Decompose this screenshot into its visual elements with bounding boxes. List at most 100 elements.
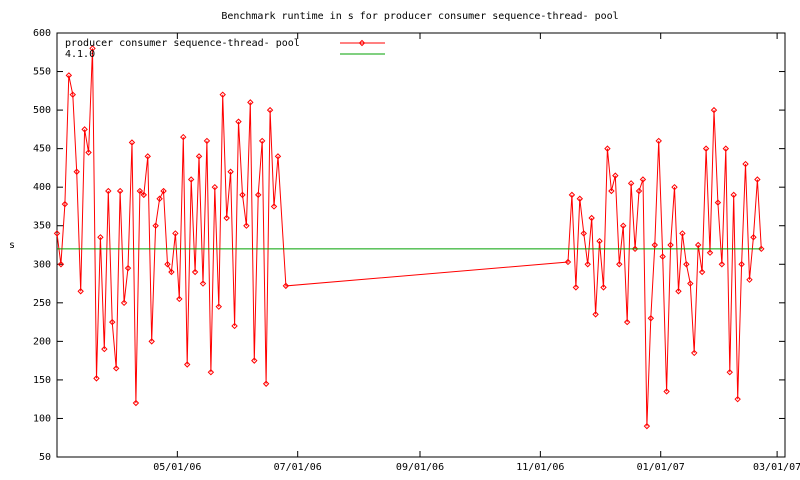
point bbox=[651, 241, 658, 249]
point bbox=[187, 176, 195, 183]
point bbox=[687, 280, 694, 287]
point bbox=[758, 245, 765, 253]
y-tick-label: 100 bbox=[33, 413, 51, 424]
legend-label: 4.1.0 bbox=[65, 49, 95, 60]
point bbox=[195, 153, 203, 160]
point bbox=[639, 176, 647, 183]
point bbox=[683, 261, 690, 268]
point bbox=[148, 338, 155, 345]
y-tick-label: 550 bbox=[33, 67, 51, 78]
point bbox=[627, 180, 635, 187]
point bbox=[152, 222, 159, 229]
point bbox=[564, 258, 572, 266]
point bbox=[710, 106, 718, 114]
point bbox=[105, 187, 112, 195]
point bbox=[282, 282, 290, 290]
y-tick-label: 450 bbox=[33, 144, 51, 155]
point bbox=[81, 126, 88, 133]
point bbox=[616, 261, 623, 268]
point bbox=[620, 222, 627, 229]
point bbox=[120, 299, 128, 307]
point bbox=[274, 153, 282, 160]
y-tick-label: 250 bbox=[33, 298, 51, 309]
point bbox=[742, 160, 749, 168]
point bbox=[706, 249, 714, 256]
x-tick-label: 01/01/07 bbox=[637, 462, 685, 473]
point bbox=[164, 261, 171, 268]
point bbox=[580, 230, 587, 237]
y-tick-label: 150 bbox=[33, 375, 51, 386]
point bbox=[112, 365, 120, 372]
y-tick-label: 350 bbox=[33, 221, 51, 232]
point bbox=[231, 322, 238, 330]
point bbox=[132, 399, 140, 407]
point bbox=[180, 133, 187, 141]
point bbox=[77, 288, 84, 295]
y-tick-label: 50 bbox=[39, 452, 51, 463]
point bbox=[675, 288, 682, 295]
point bbox=[251, 357, 258, 364]
x-tick-label: 09/01/06 bbox=[396, 462, 444, 473]
point bbox=[612, 172, 619, 179]
point bbox=[698, 268, 706, 276]
point bbox=[239, 191, 246, 199]
point bbox=[69, 91, 76, 98]
point bbox=[53, 230, 61, 237]
point bbox=[266, 106, 274, 114]
point bbox=[655, 137, 662, 145]
point bbox=[97, 234, 104, 241]
point bbox=[116, 187, 124, 195]
point bbox=[667, 241, 674, 249]
point bbox=[124, 264, 132, 272]
point bbox=[176, 295, 183, 303]
point bbox=[726, 368, 733, 376]
point bbox=[631, 245, 639, 253]
point bbox=[57, 261, 65, 268]
point bbox=[691, 349, 698, 357]
x-tick-label: 05/01/06 bbox=[153, 462, 201, 473]
y-axis-label: s bbox=[9, 240, 15, 251]
chart-title: Benchmark runtime in s for producer cons… bbox=[221, 11, 618, 22]
point bbox=[215, 303, 222, 310]
point bbox=[65, 72, 73, 79]
point bbox=[702, 145, 710, 152]
point bbox=[568, 191, 576, 199]
point bbox=[235, 118, 242, 125]
point bbox=[270, 203, 278, 210]
point bbox=[199, 280, 207, 287]
point bbox=[262, 380, 270, 387]
point bbox=[738, 261, 745, 268]
point bbox=[61, 200, 69, 208]
point bbox=[608, 187, 615, 195]
point bbox=[604, 145, 611, 152]
point bbox=[663, 388, 670, 395]
point bbox=[144, 153, 151, 160]
point bbox=[247, 99, 254, 106]
point bbox=[73, 168, 80, 175]
point bbox=[714, 199, 722, 206]
point bbox=[584, 261, 591, 268]
point bbox=[671, 183, 678, 191]
point bbox=[588, 214, 595, 222]
point bbox=[643, 422, 651, 430]
y-tick-label: 600 bbox=[33, 28, 51, 39]
point bbox=[191, 268, 199, 276]
y-tick-label: 200 bbox=[33, 336, 51, 347]
point bbox=[255, 191, 262, 199]
point bbox=[219, 91, 226, 98]
legend-label: producer consumer sequence-thread- pool bbox=[65, 38, 300, 49]
y-tick-label: 400 bbox=[33, 182, 51, 193]
point bbox=[207, 368, 215, 376]
point bbox=[679, 230, 686, 237]
point bbox=[89, 45, 96, 52]
point bbox=[718, 261, 726, 268]
point bbox=[623, 318, 631, 326]
point bbox=[754, 176, 761, 183]
point bbox=[128, 139, 136, 146]
point bbox=[647, 315, 655, 322]
point bbox=[136, 187, 144, 195]
point bbox=[93, 375, 100, 382]
point bbox=[140, 191, 148, 199]
point bbox=[203, 137, 211, 145]
point bbox=[592, 311, 599, 318]
